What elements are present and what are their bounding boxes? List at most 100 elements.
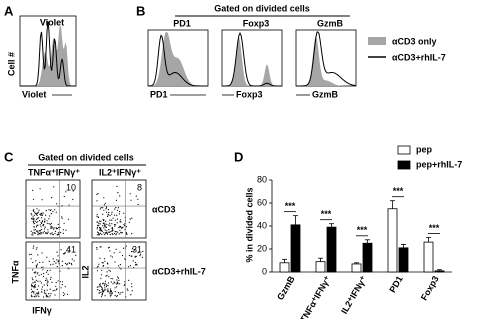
dot [70,262,72,265]
y-tick-label: 20 [257,243,267,253]
dot [115,295,118,297]
dot [101,262,103,264]
dot [116,295,119,297]
dot [109,225,111,227]
dot [116,218,118,220]
dot [34,228,37,231]
dot [126,288,128,290]
dot [36,217,39,219]
dot [71,258,73,260]
dot [73,260,75,262]
dot [71,264,73,266]
dot [107,215,109,218]
dot [75,254,77,256]
dot [50,227,52,229]
significance: *** [357,225,368,235]
x-tick-label: IL2⁺IFNγ⁺ [339,274,369,316]
dot [106,271,108,273]
dot [31,277,33,279]
panel-title: Violet [40,17,64,27]
dot [108,224,110,226]
y-tick-label: 40 [257,220,267,230]
dot [109,250,111,252]
dot [104,234,106,236]
dot [101,288,103,290]
dot [44,228,46,230]
dot [106,223,108,225]
dot [49,278,52,280]
dot [106,230,108,232]
panel-label: B [136,3,145,18]
dot [133,249,136,251]
dot [99,229,101,231]
dot [63,294,65,297]
dot [112,283,114,285]
dot [113,252,115,254]
dot [47,231,49,233]
dot [40,282,43,284]
dot [105,207,108,209]
dot [97,289,99,291]
dot [123,284,125,287]
dot [139,255,141,257]
dot [30,283,33,285]
dot [69,250,71,252]
dot [42,296,45,298]
dot [103,232,105,234]
dot [104,222,106,224]
dot [41,221,44,223]
dot [56,266,58,268]
dot [112,278,114,280]
dot [109,234,111,236]
dot [66,263,68,265]
dot [127,266,130,268]
dot [131,286,133,288]
dot [108,229,110,231]
dot [46,289,48,291]
dot [33,223,36,225]
dot [36,221,38,223]
dot-plot-frame [91,179,147,239]
dot [41,217,43,219]
dot [33,222,35,224]
legend-label: αCD3 only [392,36,437,46]
dot [119,283,121,285]
dot [56,203,58,205]
dot [36,230,38,232]
dot [112,233,114,236]
dot [100,207,102,209]
header: Gated on divided cells [214,3,310,13]
dot [43,284,45,286]
dot [40,221,42,224]
dot [32,282,34,284]
dot [110,255,112,257]
dot [116,209,119,211]
legend-label: pep+rhIL-7 [416,159,462,169]
significance: *** [285,201,296,211]
dot [37,232,39,234]
dot [130,255,132,257]
dot [99,220,101,222]
dot [34,232,36,234]
dot [44,292,46,294]
y-axis-label: % in divided cells [244,187,254,262]
dot [57,223,59,225]
dot [39,213,41,215]
dot [124,258,126,260]
dot [100,291,102,293]
significance: *** [393,186,404,196]
dot [98,289,101,292]
dot [136,264,138,266]
dot [58,226,60,229]
dot [34,284,37,286]
dot [104,224,106,226]
x-tick-label: PD1 [387,274,404,294]
dot [69,262,71,264]
dot [102,291,104,293]
panel-title: GzmB [317,18,344,28]
dot [35,213,37,215]
dot [33,229,35,231]
dot [115,234,117,236]
dot [39,261,41,263]
dot [41,252,43,254]
